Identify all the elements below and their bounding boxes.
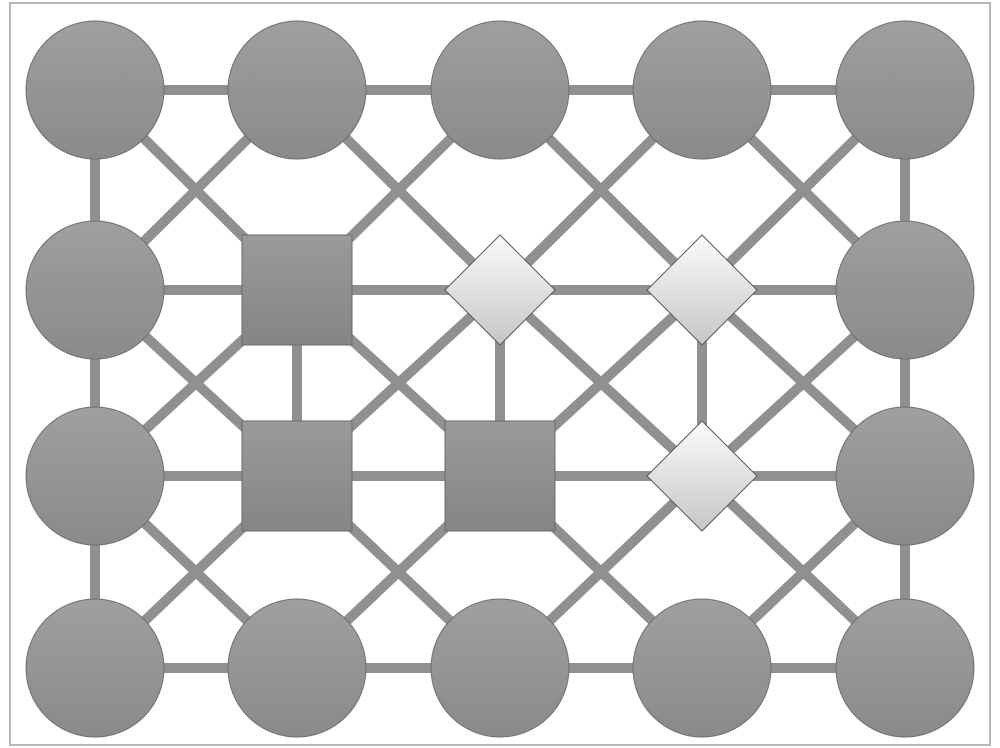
node-circle	[633, 21, 771, 159]
node-circle	[26, 221, 164, 359]
node-circle	[836, 407, 974, 545]
node-circle	[431, 599, 569, 737]
node-circle	[431, 21, 569, 159]
node-circle	[836, 21, 974, 159]
node-circle	[836, 221, 974, 359]
network-diagram	[0, 0, 1000, 748]
node-square	[445, 421, 555, 531]
edges-layer	[95, 90, 905, 668]
node-circle	[633, 599, 771, 737]
node-square	[242, 421, 352, 531]
node-circle	[26, 21, 164, 159]
node-circle	[26, 599, 164, 737]
node-square	[242, 235, 352, 345]
diagram-stage	[0, 0, 1000, 748]
node-circle	[228, 21, 366, 159]
node-circle	[228, 599, 366, 737]
node-circle	[836, 599, 974, 737]
node-circle	[26, 407, 164, 545]
